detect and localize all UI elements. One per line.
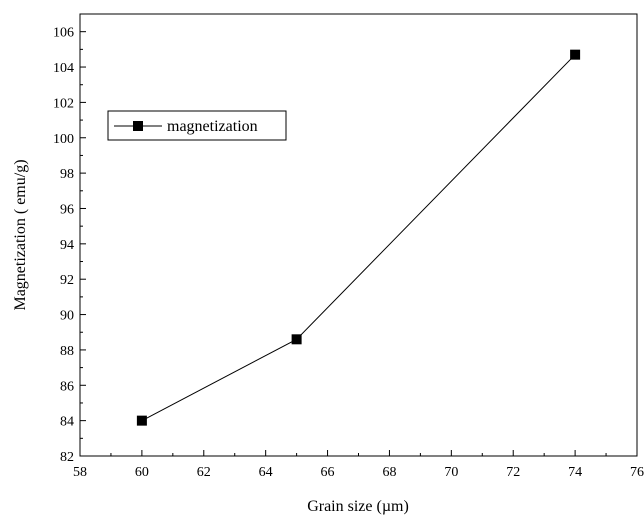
x-tick-label: 74	[568, 465, 582, 480]
x-tick-label: 66	[321, 465, 335, 480]
x-axis-title: Grain size (µm)	[307, 498, 409, 515]
x-tick-label: 62	[197, 465, 211, 480]
x-tick-label: 76	[630, 465, 644, 480]
y-tick-label: 90	[60, 309, 74, 324]
y-tick-label: 98	[60, 167, 74, 182]
x-tick-label: 60	[135, 465, 149, 480]
data-point-marker	[291, 334, 302, 345]
x-tick-label: 68	[382, 465, 396, 480]
data-point-marker	[136, 415, 147, 426]
x-axis-ticks: 58 60 62 64 66 68 70 72 74 76	[73, 450, 644, 480]
y-axis-title: Magnetization ( emu/g)	[12, 159, 29, 310]
series-layer	[136, 49, 581, 426]
data-point-marker	[570, 49, 581, 60]
y-tick-label: 94	[60, 238, 74, 253]
y-tick-label: 106	[53, 26, 74, 41]
y-tick-label: 84	[60, 415, 74, 430]
y-tick-label: 102	[53, 96, 74, 111]
y-tick-label: 100	[53, 132, 74, 147]
y-tick-label: 104	[53, 61, 74, 76]
x-tick-label: 64	[259, 465, 273, 480]
y-tick-label: 96	[60, 202, 74, 217]
legend-label: magnetization	[167, 118, 258, 135]
x-tick-label: 70	[444, 465, 458, 480]
series-line	[141, 54, 576, 422]
y-tick-label: 82	[60, 450, 74, 465]
y-axis-ticks: 82 84 86 88 90 92 94 96 98 100 102 104 106	[53, 26, 86, 465]
x-tick-label: 58	[73, 465, 87, 480]
y-tick-label: 92	[60, 273, 74, 288]
y-tick-label: 86	[60, 379, 74, 394]
x-tick-label: 72	[506, 465, 520, 480]
legend: magnetization	[107, 110, 287, 141]
plot-frame	[79, 13, 638, 457]
y-tick-label: 88	[60, 344, 74, 359]
legend-marker	[133, 121, 143, 131]
